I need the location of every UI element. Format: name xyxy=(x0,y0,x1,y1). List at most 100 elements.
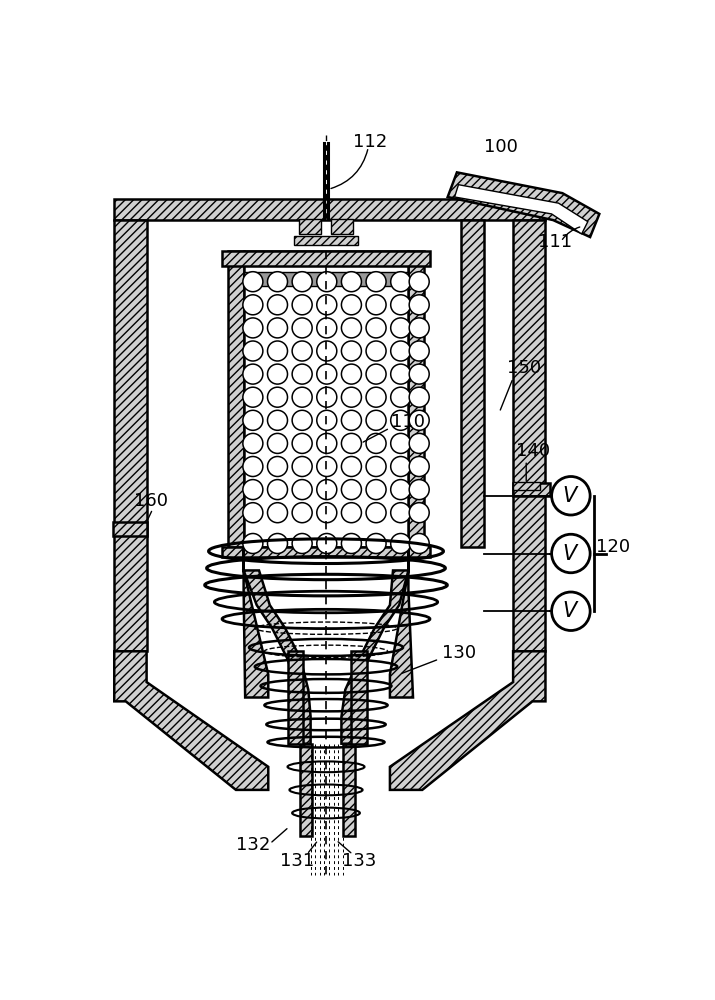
Circle shape xyxy=(390,503,410,523)
Circle shape xyxy=(292,533,312,554)
Bar xyxy=(114,199,546,220)
Text: 132: 132 xyxy=(236,836,270,854)
Bar xyxy=(222,251,430,266)
Bar xyxy=(287,651,303,744)
Circle shape xyxy=(243,272,263,292)
Polygon shape xyxy=(455,185,588,234)
Circle shape xyxy=(267,480,287,500)
Circle shape xyxy=(409,295,429,315)
Circle shape xyxy=(292,456,312,477)
Circle shape xyxy=(317,410,337,430)
Circle shape xyxy=(409,433,429,453)
Text: $\it{V}$: $\it{V}$ xyxy=(562,486,580,506)
Circle shape xyxy=(243,410,263,430)
Circle shape xyxy=(342,341,362,361)
Circle shape xyxy=(342,295,362,315)
Polygon shape xyxy=(390,547,413,698)
Bar xyxy=(513,483,550,496)
Circle shape xyxy=(366,272,386,292)
Text: 140: 140 xyxy=(516,442,551,460)
Circle shape xyxy=(243,318,263,338)
Circle shape xyxy=(317,480,337,500)
Circle shape xyxy=(342,433,362,453)
Circle shape xyxy=(317,456,337,477)
Polygon shape xyxy=(114,651,268,790)
Circle shape xyxy=(267,387,287,407)
Circle shape xyxy=(243,433,263,453)
Circle shape xyxy=(292,410,312,430)
Circle shape xyxy=(267,318,287,338)
Text: 130: 130 xyxy=(441,644,475,662)
Circle shape xyxy=(292,503,312,523)
Text: 112: 112 xyxy=(353,133,388,151)
Circle shape xyxy=(390,341,410,361)
Circle shape xyxy=(243,341,263,361)
Bar xyxy=(113,522,147,536)
Circle shape xyxy=(366,341,386,361)
Circle shape xyxy=(409,533,429,554)
Circle shape xyxy=(390,272,410,292)
Circle shape xyxy=(409,318,429,338)
Circle shape xyxy=(317,341,337,361)
Circle shape xyxy=(409,341,429,361)
Circle shape xyxy=(267,364,287,384)
Circle shape xyxy=(267,433,287,453)
Circle shape xyxy=(243,364,263,384)
Circle shape xyxy=(292,272,312,292)
Circle shape xyxy=(409,503,429,523)
Circle shape xyxy=(366,533,386,554)
Circle shape xyxy=(342,480,362,500)
Circle shape xyxy=(243,456,263,477)
Circle shape xyxy=(409,456,429,477)
Circle shape xyxy=(390,318,410,338)
Circle shape xyxy=(342,456,362,477)
Bar xyxy=(244,251,408,547)
Circle shape xyxy=(292,318,312,338)
Text: 120: 120 xyxy=(596,538,631,556)
Polygon shape xyxy=(244,547,268,698)
Text: 111: 111 xyxy=(538,233,572,251)
Circle shape xyxy=(243,480,263,500)
Text: $\it{V}$: $\it{V}$ xyxy=(562,601,580,621)
Circle shape xyxy=(366,364,386,384)
Circle shape xyxy=(292,480,312,500)
Circle shape xyxy=(243,295,263,315)
Circle shape xyxy=(390,533,410,554)
Text: 150: 150 xyxy=(507,359,541,377)
Circle shape xyxy=(342,410,362,430)
Bar xyxy=(299,219,320,234)
Polygon shape xyxy=(390,651,546,790)
Circle shape xyxy=(342,364,362,384)
Circle shape xyxy=(317,364,337,384)
Circle shape xyxy=(552,477,590,515)
Circle shape xyxy=(366,410,386,430)
Text: 110: 110 xyxy=(392,413,425,431)
Circle shape xyxy=(409,410,429,430)
Circle shape xyxy=(366,433,386,453)
Circle shape xyxy=(390,480,410,500)
Circle shape xyxy=(292,364,312,384)
Circle shape xyxy=(243,503,263,523)
Circle shape xyxy=(366,295,386,315)
Circle shape xyxy=(267,295,287,315)
Circle shape xyxy=(317,433,337,453)
Circle shape xyxy=(243,533,263,554)
Circle shape xyxy=(552,534,590,573)
Circle shape xyxy=(342,533,362,554)
Bar xyxy=(300,744,312,836)
Bar xyxy=(331,219,353,234)
Circle shape xyxy=(292,387,312,407)
Circle shape xyxy=(366,480,386,500)
Circle shape xyxy=(390,456,410,477)
Bar xyxy=(228,251,244,547)
Circle shape xyxy=(317,295,337,315)
Polygon shape xyxy=(341,570,408,744)
Circle shape xyxy=(267,410,287,430)
Circle shape xyxy=(390,295,410,315)
Circle shape xyxy=(342,503,362,523)
Circle shape xyxy=(390,387,410,407)
Circle shape xyxy=(317,318,337,338)
Circle shape xyxy=(409,480,429,500)
Circle shape xyxy=(317,533,337,554)
Bar xyxy=(114,220,147,651)
